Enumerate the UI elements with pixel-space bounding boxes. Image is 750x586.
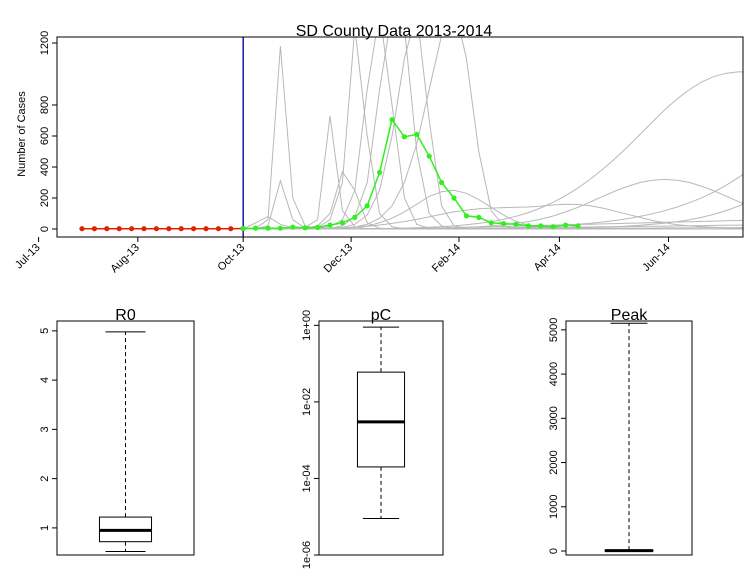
observed_after-point <box>525 223 532 229</box>
observed_after-point <box>315 224 321 230</box>
x-tick-label: Jun-14 <box>640 242 672 274</box>
observed_after-line <box>243 117 579 230</box>
observed_after-point <box>476 214 482 220</box>
y-tick-label: 4 <box>39 377 51 383</box>
observed_after-point <box>352 214 358 220</box>
observed_before-point <box>178 226 184 232</box>
observed_before-point <box>141 226 147 232</box>
x-tick-label: Apr-14 <box>532 242 564 274</box>
y-tick-label: 1e-02 <box>301 388 313 416</box>
interquartile-box <box>356 371 406 468</box>
y-tick-label: 3000 <box>548 406 560 430</box>
observed_before-point <box>116 226 122 232</box>
observed_before-point <box>215 226 221 232</box>
observed_after-point <box>501 221 507 227</box>
observed_after-point <box>253 225 259 231</box>
pc-boxplot-panel: pC 1e-06 1e-04 1e-02 1e+00 <box>301 307 444 569</box>
observed_before-point <box>104 226 110 232</box>
observed_after-point <box>327 222 333 228</box>
r0-boxplot-panel: R0 1 2 3 4 5 <box>39 307 195 556</box>
boxplot-title: pC <box>371 307 391 324</box>
observed_after-point <box>426 153 432 159</box>
y-tick-label: 2000 <box>548 450 560 474</box>
time-series-axes: 0 200 400 600 800 1200 Jul-13 Aug-13 Oct-13 Dec-1… <box>13 31 744 276</box>
simulation-line-9 <box>243 37 743 230</box>
simulation-line-8 <box>243 37 743 230</box>
peak-boxplot-panel: Peak 0 1000 2000 3000 4000 5000 <box>548 307 693 556</box>
observed_after-point <box>389 117 395 123</box>
y-tick-label: 200 <box>39 189 51 207</box>
y-tick-label: 0 <box>548 548 560 554</box>
simulation-line-15 <box>243 173 743 230</box>
simulation-line-4 <box>243 115 743 230</box>
observed_after-point <box>290 224 296 230</box>
observed_after-point <box>302 225 308 231</box>
observed_before-point <box>166 226 172 232</box>
x-tick-label: Dec-13 <box>322 242 356 276</box>
y-tick-label: 1200 <box>39 31 51 55</box>
y-tick-label: 4000 <box>548 362 560 386</box>
y-tick-label: 0 <box>39 226 51 232</box>
x-tick-label: Jul-13 <box>13 242 43 272</box>
simulation-line-19 <box>243 227 743 230</box>
time-series-frame <box>56 36 744 238</box>
x-tick-label: Feb-14 <box>430 242 463 275</box>
boxplot-title: Peak <box>611 307 648 324</box>
x-tick-label: Oct-13 <box>215 242 247 274</box>
observed_after-point <box>439 179 445 186</box>
time-series-ylabel: Number of Cases <box>16 91 28 177</box>
y-tick-label: 5000 <box>548 318 560 342</box>
observed_after-point <box>463 213 469 219</box>
observed_after-point <box>575 223 581 229</box>
y-tick-label: 600 <box>39 127 51 145</box>
y-tick-label: 1000 <box>548 495 560 519</box>
y-tick-label: 1 <box>39 525 51 531</box>
observed_before-point <box>91 226 97 232</box>
observed_after-point <box>513 221 519 227</box>
y-tick-label: 2 <box>39 476 51 482</box>
observed_after-point <box>563 222 569 228</box>
boxplot-title: R0 <box>115 307 136 324</box>
observed_after-point <box>277 225 283 231</box>
observed_after-point <box>339 220 345 226</box>
x-tick-label: Aug-13 <box>108 242 142 276</box>
y-tick-label: 800 <box>39 96 51 114</box>
simulation-line-2 <box>243 46 743 230</box>
y-tick-label: 400 <box>39 158 51 176</box>
y-tick-label: 1e-04 <box>301 464 313 492</box>
observed_after-point <box>401 134 407 140</box>
observed_after-point <box>538 223 544 229</box>
boxplot-frame <box>565 320 693 556</box>
simulation-line-12 <box>243 203 743 230</box>
observed_before-point <box>191 226 197 232</box>
y-tick-label: 5 <box>39 328 51 334</box>
observed_after-point <box>488 220 494 226</box>
observed_before-point <box>153 226 159 232</box>
observed_after-point <box>240 225 246 232</box>
observed_after-point <box>414 131 420 137</box>
observed_after-point <box>265 225 271 231</box>
observed_after-point <box>550 224 556 230</box>
simulation-line-6 <box>243 37 743 230</box>
observed_after-point <box>377 169 383 175</box>
observed-series <box>79 117 581 232</box>
time-series-panel: SD County Data 2013-2014 Number of Cases… <box>13 23 744 276</box>
observed_after-point <box>364 203 370 209</box>
y-tick-label: 3 <box>39 426 51 432</box>
time-series-title: SD County Data 2013-2014 <box>296 23 493 40</box>
boxplot-frame <box>318 320 444 556</box>
observed_before-point <box>228 226 234 232</box>
y-tick-label: 1e+00 <box>301 310 313 341</box>
observed_before-point <box>79 226 85 232</box>
simulation-line-7 <box>243 37 743 230</box>
y-tick-label: 1e-06 <box>301 541 313 569</box>
boxplot-frame <box>56 320 195 556</box>
observed_before-point <box>203 226 209 232</box>
observed_after-point <box>451 195 457 201</box>
observed_before-point <box>129 226 135 232</box>
